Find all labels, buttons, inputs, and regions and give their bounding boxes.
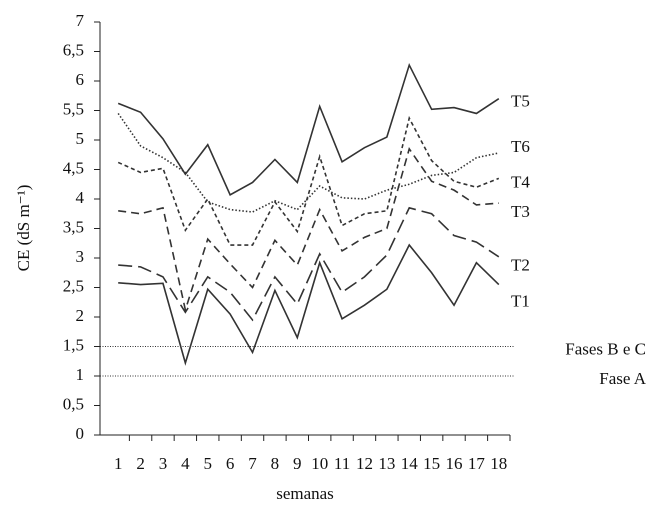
y-tick-label: 0 [76, 424, 85, 443]
x-axis-label: semanas [276, 484, 334, 503]
y-tick-label: 3 [76, 247, 85, 266]
series-label: T4 [511, 172, 530, 191]
x-tick-label: 6 [226, 454, 235, 473]
y-tick-label: 2,5 [63, 276, 84, 295]
x-tick-label: 10 [311, 454, 328, 473]
y-tick-label: 3,5 [63, 217, 84, 236]
x-tick-label: 2 [136, 454, 145, 473]
reference-label: Fase A [599, 369, 646, 388]
series-line [118, 206, 500, 322]
x-tick-label: 3 [159, 454, 168, 473]
x-tick-label: 18 [490, 454, 507, 473]
x-tick-label: 14 [401, 454, 419, 473]
series-label: T3 [511, 202, 530, 221]
y-tick-label: 7 [76, 11, 85, 30]
x-tick-label: 9 [293, 454, 302, 473]
series-line [118, 243, 500, 366]
series-line [117, 115, 500, 246]
x-tick-label: 13 [378, 454, 395, 473]
x-tick-label: 4 [181, 454, 190, 473]
y-tick-label: 1 [76, 365, 85, 384]
x-tick-label: 17 [468, 454, 486, 473]
y-tick-label: 2 [76, 306, 85, 325]
y-tick-label: 5 [76, 129, 85, 148]
x-tick-label: 8 [271, 454, 280, 473]
y-tick-label: 1,5 [63, 335, 84, 354]
x-tick-label: 11 [334, 454, 350, 473]
y-tick-label: 5,5 [63, 99, 84, 118]
series-line [117, 112, 499, 213]
series-label: T1 [511, 291, 530, 310]
reference-label: Fases B e C [565, 339, 646, 358]
y-tick-label: 0,5 [63, 394, 84, 413]
series-label: T2 [511, 256, 530, 275]
y-tick-label: 6 [76, 70, 85, 89]
series-label: T6 [511, 137, 530, 156]
series-label: T5 [511, 92, 530, 111]
x-tick-label: 7 [248, 454, 257, 473]
y-tick-label: 4 [76, 188, 85, 207]
x-tick-label: 15 [423, 454, 440, 473]
x-tick-label: 16 [446, 454, 463, 473]
x-tick-label: 12 [356, 454, 373, 473]
series-line [118, 146, 499, 314]
series-line [117, 62, 500, 196]
x-tick-label: 1 [114, 454, 123, 473]
x-tick-label: 5 [204, 454, 213, 473]
y-axis-label: CE (dS m⁻¹) [14, 185, 33, 272]
y-tick-label: 6,5 [63, 40, 84, 59]
y-tick-label: 4,5 [63, 158, 84, 177]
